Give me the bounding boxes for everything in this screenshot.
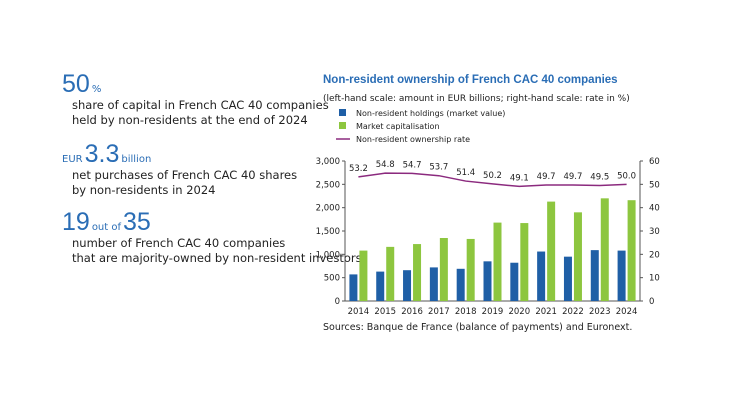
key-description: net purchases of French CAC 40 shares: [72, 168, 297, 182]
legend-label: Non-resident ownership rate: [356, 135, 470, 144]
bar: [359, 250, 368, 301]
value-label: 50.0: [617, 171, 636, 181]
bar: [413, 244, 422, 301]
key-description: held by non-residents at the end of 2024: [72, 113, 308, 127]
bar: [617, 250, 626, 301]
y2-tick-label: 30: [649, 227, 660, 237]
y2-tick-label: 0: [649, 297, 654, 307]
y-tick-label: 1,500: [316, 227, 340, 237]
key-number: 35: [123, 208, 151, 236]
bar: [600, 198, 609, 301]
x-tick-label: 2017: [428, 307, 450, 317]
y-tick-label: 0: [335, 297, 340, 307]
legend-label: Non-resident holdings (market value): [356, 109, 505, 118]
bar: [510, 262, 519, 301]
key-description: that are majority-owned by non-resident …: [72, 251, 362, 265]
x-tick-label: 2019: [482, 307, 504, 317]
x-tick-label: 2014: [348, 307, 370, 317]
x-tick-label: 2015: [374, 307, 396, 317]
legend-swatch: [339, 122, 346, 129]
x-tick-label: 2018: [455, 307, 477, 317]
key-unit: out of: [92, 222, 122, 233]
value-label: 54.7: [403, 160, 422, 170]
value-label: 53.7: [429, 163, 448, 173]
bar: [403, 270, 412, 301]
chart-title: Non-resident ownership of French CAC 40 …: [323, 74, 618, 86]
bar: [483, 261, 492, 301]
y-tick-label: 500: [324, 274, 340, 284]
key-number: 50: [62, 70, 90, 98]
bar: [627, 200, 636, 301]
bar: [537, 251, 546, 301]
bar: [573, 212, 582, 301]
value-label: 49.7: [563, 172, 582, 182]
bar: [563, 256, 572, 301]
y2-tick-label: 40: [649, 204, 660, 214]
bar: [466, 238, 475, 301]
chart-subtitle: (left-hand scale: amount in EUR billions…: [323, 94, 630, 104]
value-label: 49.5: [590, 173, 609, 183]
bar: [493, 222, 502, 301]
bar: [520, 223, 529, 301]
x-tick-label: 2020: [508, 307, 530, 317]
key-number: 19: [62, 208, 90, 236]
key-figure: 19 out of35: [62, 208, 151, 236]
x-tick-label: 2023: [589, 307, 611, 317]
bar: [439, 238, 448, 301]
key-description: share of capital in French CAC 40 compan…: [72, 98, 329, 112]
y-tick-label: 1,000: [316, 250, 340, 260]
value-label: 49.1: [510, 173, 529, 183]
value-label: 53.2: [349, 164, 368, 174]
x-tick-label: 2016: [401, 307, 423, 317]
bar: [547, 201, 556, 301]
key-unit: %: [92, 84, 102, 95]
value-label: 50.2: [483, 171, 502, 181]
x-tick-label: 2022: [562, 307, 584, 317]
y2-tick-label: 60: [649, 157, 660, 167]
bar: [456, 268, 465, 301]
value-label: 54.8: [376, 160, 395, 170]
bar: [376, 271, 385, 301]
key-figure: 50%: [62, 70, 101, 98]
key-description: by non-residents in 2024: [72, 183, 216, 197]
bar: [429, 267, 438, 301]
bar: [386, 246, 395, 301]
legend-label: Market capitalisation: [356, 122, 440, 131]
source: Sources: Banque de France (balance of pa…: [323, 322, 632, 333]
key-description: number of French CAC 40 companies: [72, 236, 285, 250]
value-label: 51.4: [456, 168, 475, 178]
legend-swatch: [339, 109, 346, 116]
y-tick-label: 2,500: [316, 180, 340, 190]
bar: [349, 274, 358, 301]
key-number: 3.3: [85, 140, 120, 168]
y2-tick-label: 10: [649, 274, 660, 284]
rate-line: [358, 172, 627, 188]
bar: [590, 250, 599, 301]
y2-tick-label: 20: [649, 250, 660, 260]
value-label: 49.7: [537, 172, 556, 182]
y2-tick-label: 50: [649, 180, 660, 190]
x-tick-label: 2021: [535, 307, 557, 317]
key-unit: EUR: [62, 154, 83, 165]
y-tick-label: 2,000: [316, 204, 340, 214]
x-tick-label: 2024: [616, 307, 638, 317]
y-tick-label: 3,000: [316, 157, 340, 167]
key-unit: billion: [121, 154, 151, 165]
key-figure: EUR3.3 billion: [62, 140, 151, 168]
